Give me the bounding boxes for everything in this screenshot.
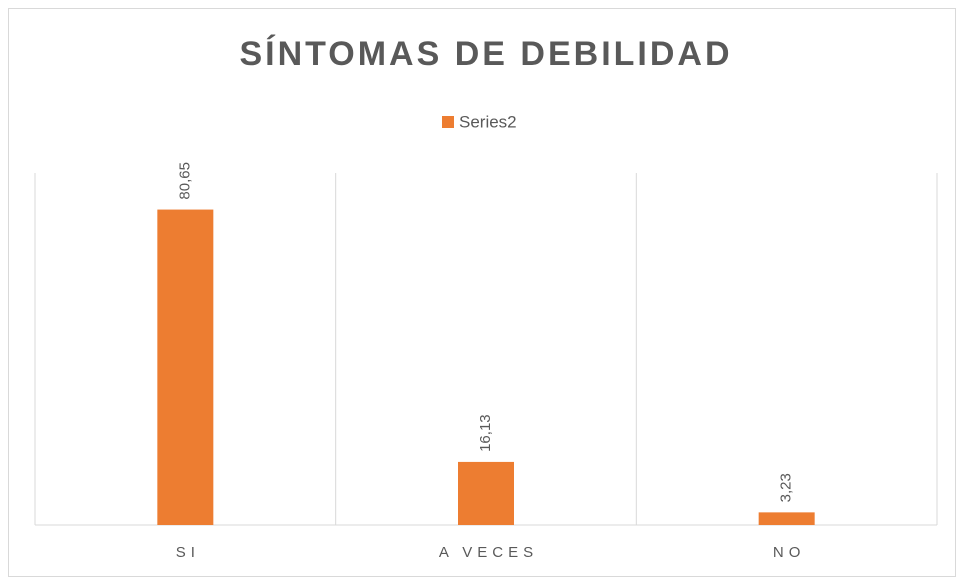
bar bbox=[758, 512, 815, 525]
data-label: 16,13 bbox=[477, 414, 494, 452]
data-label: 80,65 bbox=[176, 162, 193, 200]
bar bbox=[157, 209, 214, 525]
chart-title: SÍNTOMAS DE DEBILIDAD bbox=[239, 35, 732, 73]
data-label: 3,23 bbox=[778, 473, 795, 502]
legend-swatch bbox=[442, 116, 454, 128]
x-tick-label: SI bbox=[176, 544, 200, 561]
bar bbox=[458, 461, 514, 525]
x-tick-label: NO bbox=[773, 544, 806, 561]
legend-label: Series2 bbox=[459, 112, 517, 131]
x-tick-label: A VECES bbox=[439, 544, 538, 561]
